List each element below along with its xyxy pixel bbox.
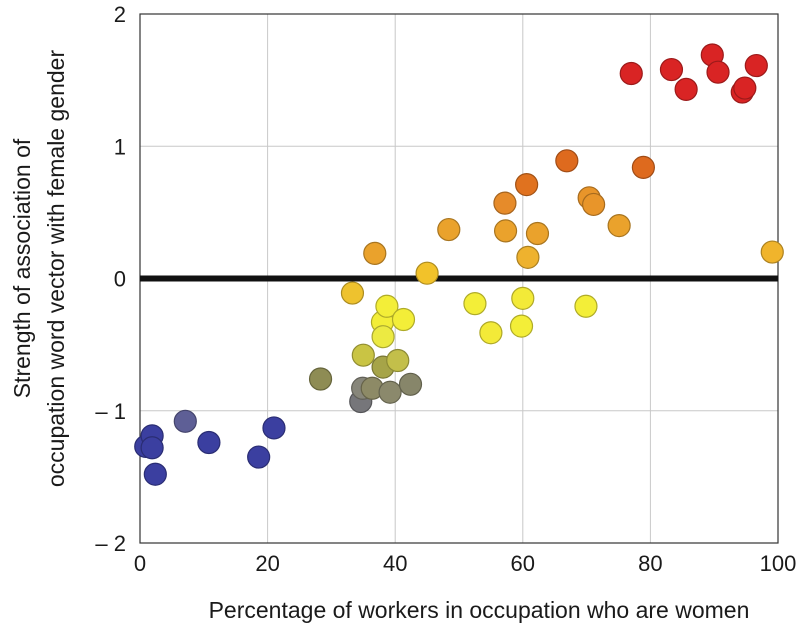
data-point [340,281,365,305]
y-tick-label: 2 [114,2,126,27]
y-tick-label: 0 [114,267,126,292]
data-point [375,294,399,318]
data-point [391,307,416,332]
data-point [247,445,271,469]
x-tick-label: 40 [383,551,407,576]
data-point [415,261,439,285]
x-axis-title: Percentage of workers in occupation who … [209,597,750,623]
data-point [574,294,598,318]
data-point [386,348,410,373]
data-point [351,343,375,367]
data-point [511,286,535,310]
data-point [509,314,534,338]
tick-labels: 0 20 40 60 80 100 2 1 0 – 1 – 2 [95,2,796,576]
data-point [619,61,643,86]
data-point [674,77,698,101]
data-point [437,217,461,242]
y-axis-title-line-1: Strength of association of [9,138,35,398]
data-point [262,416,286,440]
data-point [378,380,402,404]
data-point [733,76,757,100]
x-tick-label: 20 [255,551,279,576]
data-point [140,436,164,460]
data-point [631,155,655,180]
data-point [516,245,540,269]
y-axis-title: Strength of association of occupation wo… [9,50,69,488]
y-tick-label: – 2 [95,531,126,556]
data-points [134,43,784,486]
data-point [515,173,539,197]
data-point [371,325,395,349]
data-point [659,57,684,82]
data-point [398,372,423,396]
data-point [493,191,517,215]
data-point [607,214,631,238]
x-tick-label: 80 [638,551,662,576]
data-point [363,241,387,265]
data-point [706,60,730,84]
data-point [582,192,606,217]
y-tick-label: – 1 [95,399,126,424]
data-point [525,221,550,246]
x-tick-label: 100 [760,551,797,576]
data-point [173,409,197,433]
data-point [760,240,784,264]
data-point [744,53,768,78]
data-point [308,367,333,391]
y-tick-label: 1 [114,134,126,159]
data-point [555,149,579,173]
x-tick-label: 0 [134,551,146,576]
y-axis-title-line-2: occupation word vector with female gende… [43,50,69,488]
data-point [197,430,221,455]
data-point [479,321,503,345]
data-point [463,292,487,316]
data-point [143,462,167,486]
x-tick-label: 60 [511,551,535,576]
data-point [493,219,518,243]
